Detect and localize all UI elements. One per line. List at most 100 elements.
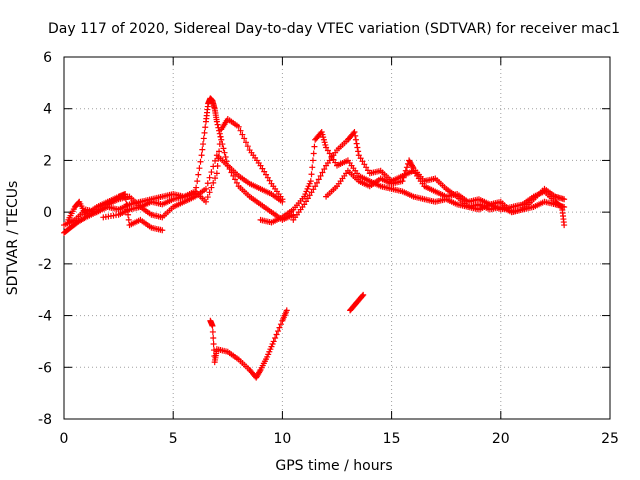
data-point xyxy=(210,179,217,186)
data-point xyxy=(324,147,331,154)
data-point xyxy=(202,198,209,205)
data-point xyxy=(216,130,223,137)
y-tick-label: -4 xyxy=(38,309,52,325)
data-point xyxy=(199,146,206,153)
data-point xyxy=(197,158,204,165)
chart-title: Day 117 of 2020, Sidereal Day-to-day VTE… xyxy=(48,21,620,37)
data-point xyxy=(332,159,339,166)
data-point xyxy=(402,167,409,174)
data-point xyxy=(261,168,268,175)
data-point xyxy=(200,141,207,148)
data-point xyxy=(307,178,314,185)
data-point xyxy=(213,170,220,177)
data-point xyxy=(195,171,202,178)
data-point xyxy=(308,189,315,196)
data-point xyxy=(212,175,219,182)
data-point xyxy=(122,196,129,203)
x-tick-label: 15 xyxy=(383,431,401,447)
data-point xyxy=(217,133,224,140)
data-point xyxy=(273,331,280,338)
data-point xyxy=(239,131,246,138)
data-point xyxy=(352,136,359,143)
data-point xyxy=(232,176,239,183)
data-point xyxy=(283,307,290,314)
data-point xyxy=(321,166,328,173)
series-arc-small-low xyxy=(347,291,367,314)
data-point xyxy=(210,334,217,341)
data-point xyxy=(237,127,244,134)
data-point xyxy=(220,145,227,152)
series-arc-mid-3 xyxy=(323,157,568,229)
data-point xyxy=(243,139,249,146)
data-point xyxy=(122,191,129,198)
data-point xyxy=(319,169,326,176)
data-point xyxy=(206,189,213,196)
x-tick-label: 25 xyxy=(601,431,619,447)
data-point xyxy=(557,203,564,210)
data-point xyxy=(313,179,320,186)
data-point xyxy=(315,176,322,183)
data-point xyxy=(561,222,568,229)
data-point xyxy=(399,178,406,185)
data-point xyxy=(359,158,366,165)
data-point xyxy=(206,174,213,181)
y-tick-label: 6 xyxy=(43,50,52,66)
y-tick-label: 4 xyxy=(43,102,52,118)
data-point xyxy=(208,169,215,176)
y-tick-label: -2 xyxy=(38,257,52,273)
plot-frame xyxy=(63,56,611,420)
data-point xyxy=(355,148,362,155)
data-point xyxy=(233,179,240,186)
data-point xyxy=(221,149,228,156)
data-point xyxy=(276,324,283,331)
data-point xyxy=(363,164,370,171)
y-tick-label: 0 xyxy=(43,205,52,221)
data-point xyxy=(301,201,308,208)
data-point xyxy=(561,196,568,203)
data-point xyxy=(202,185,209,192)
data-point xyxy=(353,140,360,147)
data-point xyxy=(275,328,282,335)
x-tick-label: 20 xyxy=(492,431,510,447)
data-point xyxy=(309,157,316,164)
data-point xyxy=(257,162,264,169)
series-arc-low xyxy=(207,307,290,381)
data-point xyxy=(266,177,273,184)
data-point xyxy=(230,172,237,179)
y-tick-label: -6 xyxy=(38,360,52,376)
data-point xyxy=(312,183,319,190)
data-point xyxy=(264,174,271,181)
data-point xyxy=(209,322,216,329)
data-point xyxy=(235,123,242,130)
data-point xyxy=(360,291,367,298)
data-point xyxy=(317,172,324,179)
data-point xyxy=(193,184,200,191)
data-point xyxy=(359,292,366,299)
data-point xyxy=(256,368,263,375)
data-point xyxy=(310,186,317,193)
data-point xyxy=(212,157,219,164)
data-point xyxy=(216,148,223,155)
data-point xyxy=(204,180,211,187)
data-point xyxy=(354,144,361,151)
data-point xyxy=(241,135,248,142)
series-arc-main-2 xyxy=(61,116,286,229)
y-tick-label: 2 xyxy=(43,153,52,169)
axis-ticks: 0 5 10 15 20 25 -8 -6 -4 -2 0 2 4 6 xyxy=(38,50,619,447)
data-point xyxy=(222,153,229,160)
x-axis-label: GPS time / hours xyxy=(275,458,392,474)
y-tick-label: -8 xyxy=(38,412,52,428)
data-point xyxy=(216,141,223,148)
data-point xyxy=(403,164,410,171)
data-point xyxy=(409,163,416,170)
x-tick-label: 10 xyxy=(273,431,291,447)
data-point xyxy=(277,321,284,328)
data-point xyxy=(209,328,216,335)
data-point xyxy=(196,165,203,172)
data-point xyxy=(364,167,371,174)
data-point xyxy=(401,171,408,178)
series-arc-main-4 xyxy=(100,152,286,221)
data-point xyxy=(208,184,215,191)
data-point xyxy=(308,171,315,178)
